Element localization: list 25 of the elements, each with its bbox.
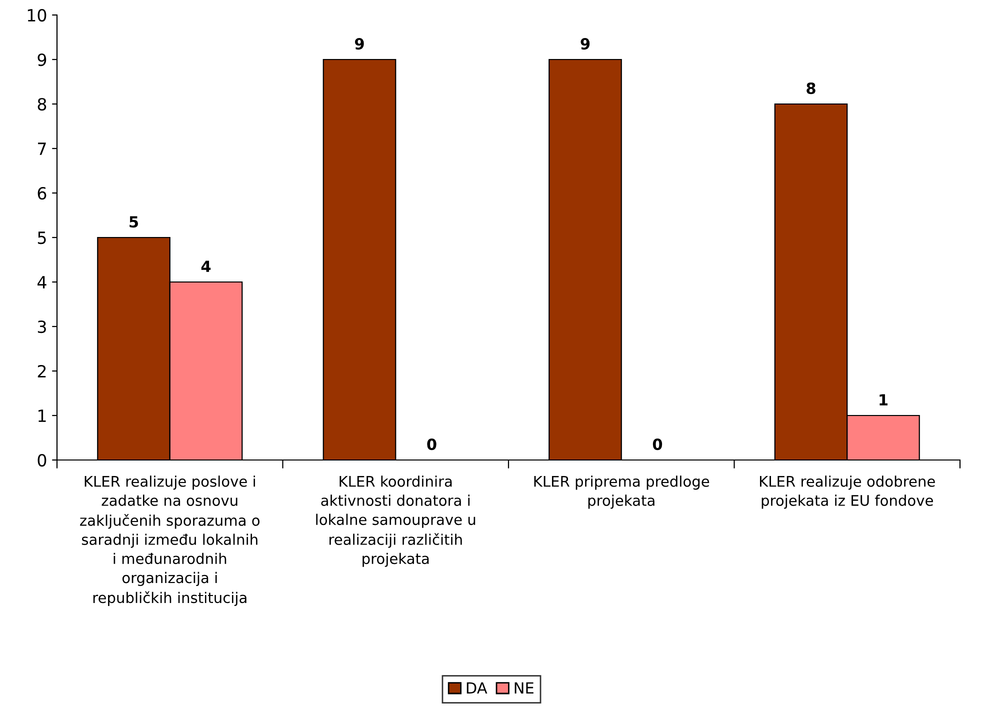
y-tick-label: 8 [38, 98, 46, 111]
data-label: 5 [130, 216, 138, 228]
x-tick-label: KLER koordinira aktivnosti donatora i lokalne samouprave u realizaciji različitih projekata [316, 476, 476, 567]
data-label: 9 [354, 38, 364, 50]
data-label: 9 [580, 38, 590, 50]
y-tick-label: 2 [38, 364, 46, 378]
x-tick-label: KLER realizuje poslove i zadatke na osnovu zaključenih sporazuma o saradnji između lokalnih i međunarodnih organizacija i republičkih institucija [80, 476, 260, 606]
y-tick-label: 1 [38, 410, 46, 422]
y-tick-label: 5 [38, 232, 46, 244]
y-tick-label: 4 [37, 276, 46, 288]
y-tick-label: 10 [28, 8, 46, 22]
y-tick-label: 6 [38, 186, 46, 200]
y-tick-label: 3 [38, 320, 46, 334]
data-label: 0 [652, 438, 662, 450]
data-label: 4 [201, 260, 211, 272]
y-tick-label: 7 [38, 142, 46, 155]
y-tick-label: 9 [38, 53, 46, 66]
x-tick-label: KLER realizuje odobrene projekata iz EU fondove [760, 476, 935, 509]
data-label: 0 [427, 438, 436, 450]
legend-label: NE [514, 682, 534, 694]
data-label: 1 [880, 394, 888, 406]
x-tick-label: KLER priprema predloge projekata [534, 476, 710, 509]
data-label: 8 [806, 82, 816, 94]
y-tick-label: 0 [38, 454, 46, 467]
legend-label: DA [466, 682, 488, 694]
